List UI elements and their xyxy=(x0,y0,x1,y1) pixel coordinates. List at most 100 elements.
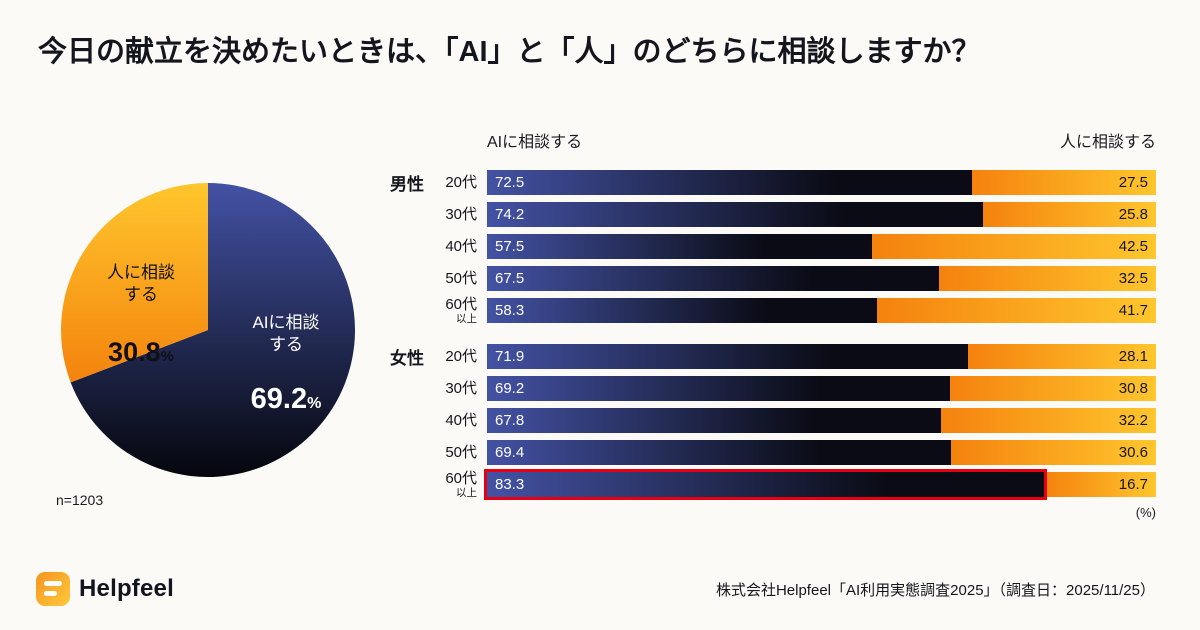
sample-size: n=1203 xyxy=(56,492,104,508)
age-label-sub: 以上 xyxy=(456,312,477,325)
ai-value-label: 58.3 xyxy=(495,302,525,319)
human-segment: 27.5 xyxy=(972,170,1156,195)
human-segment: 42.5 xyxy=(871,234,1156,259)
age-label: 20代 xyxy=(430,175,487,190)
age-label-main: 50代 xyxy=(445,444,477,461)
ai-segment: 58.3 xyxy=(487,298,878,323)
age-label-main: 60代 xyxy=(445,295,477,313)
pie-label-ai: AIに相談 する 69.2% xyxy=(216,294,356,432)
bar-row: 男性 20代 72.5 27.5 xyxy=(390,170,1156,195)
ai-segment: 67.8 xyxy=(487,408,941,433)
header-ai: AIに相談する xyxy=(487,134,583,151)
bar-row: 60代 以上 83.3 16.7 xyxy=(390,471,1156,499)
age-label: 40代 xyxy=(430,239,487,254)
human-segment: 16.7 xyxy=(1044,472,1156,497)
bar-track: 83.3 16.7 xyxy=(487,472,1156,497)
ai-value-label: 57.5 xyxy=(495,238,525,255)
bar-row: 女性 20代 71.9 28.1 xyxy=(390,344,1156,369)
page-title: 今日の献立を決めたいときは、「AI」と「人」のどちらに相談しますか？ xyxy=(38,36,981,68)
human-value-label: 30.8 xyxy=(1118,380,1148,397)
bar-track: 69.4 30.6 xyxy=(487,440,1156,465)
age-label-main: 40代 xyxy=(445,238,477,255)
human-segment: 28.1 xyxy=(968,344,1156,369)
ai-segment: 69.2 xyxy=(487,376,950,401)
ai-value-label: 69.2 xyxy=(495,380,525,397)
age-label: 60代 以上 xyxy=(430,297,487,325)
ai-segment: 57.5 xyxy=(487,234,872,259)
bar-track: 67.5 32.5 xyxy=(487,266,1156,291)
ai-value-label: 74.2 xyxy=(495,206,525,223)
header-human: 人に相談する xyxy=(1059,134,1156,151)
helpfeel-logo-icon xyxy=(36,572,70,606)
age-label-main: 20代 xyxy=(445,348,477,365)
human-segment: 25.8 xyxy=(983,202,1156,227)
ai-value-label: 69.4 xyxy=(495,444,525,461)
age-label-main: 60代 xyxy=(445,469,477,487)
logo-glyph-bar-bottom xyxy=(44,591,57,596)
age-label-main: 50代 xyxy=(445,270,477,287)
human-segment: 41.7 xyxy=(877,298,1156,323)
age-label: 40代 xyxy=(430,413,487,428)
pie-slice-ai xyxy=(70,183,355,478)
bar-track: 71.9 28.1 xyxy=(487,344,1156,369)
age-label-main: 30代 xyxy=(445,206,477,223)
human-value-label: 28.1 xyxy=(1118,348,1148,365)
ai-segment: 83.3 xyxy=(487,472,1045,497)
age-label: 30代 xyxy=(430,381,487,396)
bar-row: 50代 69.4 30.6 xyxy=(390,440,1156,465)
pie-svg xyxy=(60,183,355,478)
age-label: 60代 以上 xyxy=(430,471,487,499)
ai-segment: 71.9 xyxy=(487,344,968,369)
bar-chart: AIに相談する 人に相談する 男性 20代 72.5 27.5 30代 74.2 25.8 4… xyxy=(390,132,1156,520)
human-segment: 32.2 xyxy=(940,408,1156,433)
footer: Helpfeel 株式会社Helpfeel「AI利用実態調査2025」（調査日：… xyxy=(36,572,1155,606)
unit-label: (%) xyxy=(1135,505,1156,520)
human-value-label: 32.2 xyxy=(1118,412,1148,429)
bar-row: 30代 74.2 25.8 xyxy=(390,202,1156,227)
ai-segment: 72.5 xyxy=(487,170,973,195)
pie-slices xyxy=(60,183,355,478)
bar-row: 50代 67.5 32.5 xyxy=(390,266,1156,291)
human-segment: 30.8 xyxy=(949,376,1156,401)
age-label: 20代 xyxy=(430,349,487,364)
human-value-label: 42.5 xyxy=(1118,238,1148,255)
human-value-label: 27.5 xyxy=(1118,174,1148,191)
bar-row: 40代 67.8 32.2 xyxy=(390,408,1156,433)
bar-track: 57.5 42.5 xyxy=(487,234,1156,259)
ai-segment: 69.4 xyxy=(487,440,952,465)
source-text: 株式会社Helpfeel「AI利用実態調査2025」（調査日：2025/11/2… xyxy=(715,581,1155,599)
age-label-sub: 以上 xyxy=(456,486,477,499)
ai-value-label: 83.3 xyxy=(495,476,525,493)
human-value-label: 32.5 xyxy=(1118,270,1148,287)
bar-track: 58.3 41.7 xyxy=(487,298,1156,323)
human-value-label: 16.7 xyxy=(1118,476,1148,493)
age-label-main: 30代 xyxy=(445,380,477,397)
bar-chart-headers: AIに相談する 人に相談する xyxy=(390,132,1156,154)
pie-label-ai-text: AIに相談 する xyxy=(252,313,320,355)
human-segment: 30.6 xyxy=(951,440,1156,465)
ai-value-label: 67.5 xyxy=(495,270,525,287)
ai-value-label: 72.5 xyxy=(495,174,525,191)
group-label: 男性 xyxy=(390,175,424,194)
human-value-label: 41.7 xyxy=(1118,302,1148,319)
bar-track: 69.2 30.8 xyxy=(487,376,1156,401)
ai-segment: 74.2 xyxy=(487,202,984,227)
logo-glyph-bar-top xyxy=(44,581,62,586)
helpfeel-logo: Helpfeel xyxy=(36,572,174,606)
bar-row: 40代 57.5 42.5 xyxy=(390,234,1156,259)
age-label: 30代 xyxy=(430,207,487,222)
pie-value-human: 30.8% xyxy=(108,337,174,368)
bar-track: 72.5 27.5 xyxy=(487,170,1156,195)
human-value-label: 30.6 xyxy=(1118,444,1148,461)
ai-value-label: 71.9 xyxy=(495,348,525,365)
pie-value-ai: 69.2% xyxy=(250,383,322,416)
bar-row: 30代 69.2 30.8 xyxy=(390,376,1156,401)
human-value-label: 25.8 xyxy=(1118,206,1148,223)
bar-track: 74.2 25.8 xyxy=(487,202,1156,227)
ai-value-label: 67.8 xyxy=(495,412,525,429)
age-label: 50代 xyxy=(430,271,487,286)
ai-segment: 67.5 xyxy=(487,266,939,291)
age-label-main: 40代 xyxy=(445,412,477,429)
helpfeel-logo-text: Helpfeel xyxy=(79,575,174,602)
